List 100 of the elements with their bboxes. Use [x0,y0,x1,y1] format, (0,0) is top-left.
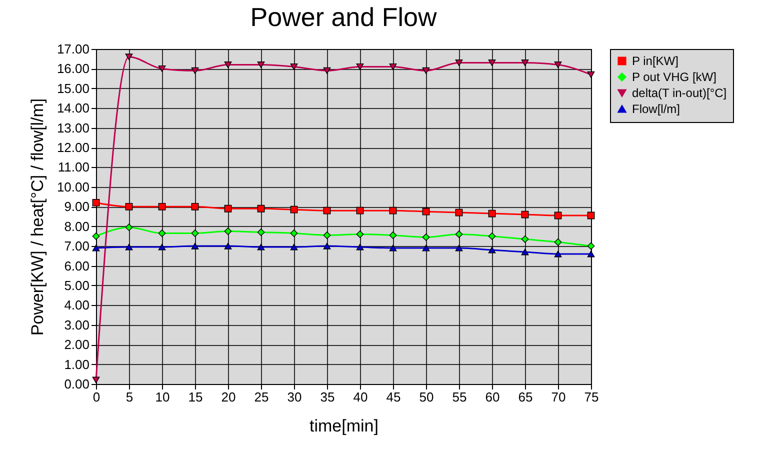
point [356,244,364,250]
x-tick-label: 25 [254,390,269,404]
point [455,244,463,252]
legend-label: P out VHG [kW] [632,70,716,84]
point [356,230,364,238]
point [488,246,496,254]
point [521,248,529,256]
y-tick-label: 9.00 [64,199,90,214]
point [488,60,496,66]
point [521,210,529,218]
point [158,230,166,237]
y-tick-label: 0.00 [64,376,90,392]
point [224,242,232,250]
point [257,204,265,212]
point [488,232,496,240]
x-tick-label: 40 [353,390,368,404]
point [158,65,166,72]
point [422,233,430,241]
point [422,244,430,252]
x-tick-label: 50 [419,390,434,404]
x-tick-label: 55 [452,390,467,404]
x-tick-label: 65 [518,390,533,404]
point [323,67,331,74]
point [257,62,265,68]
point [422,208,430,216]
point [422,67,430,74]
point [191,202,199,210]
point [521,235,529,243]
y-tick-label: 14.00 [56,100,90,116]
x-tick-label: 45 [386,390,401,404]
point [389,206,397,214]
y-tick-label: 11.00 [58,160,90,175]
y-tick-label: 8.00 [64,218,90,234]
point [587,212,595,220]
point [290,230,298,237]
point [389,63,397,70]
point [488,210,496,218]
point [191,242,199,250]
y-axis-title: Power[KW] / heat[°C] / flow[l/m] [28,98,47,336]
point [521,60,529,66]
y-tick-label: 7.00 [64,238,90,254]
point [587,242,595,250]
point [92,232,100,240]
y-tick-label: 2.00 [64,337,90,352]
y-tick-label: 17.00 [56,42,90,56]
y-tick-label: 5.00 [64,278,90,293]
point [224,204,232,212]
point [323,242,331,250]
point [290,63,298,70]
legend-label: P in[KW] [632,54,678,68]
y-tick-label: 10.00 [56,179,90,194]
x-tick-label: 70 [551,390,566,404]
point [158,244,166,250]
point [125,54,133,60]
point [455,208,463,216]
point [257,228,265,236]
point [389,232,397,239]
point [554,212,562,220]
y-tick-label: 6.00 [64,258,90,274]
point [323,232,331,239]
y-tick-label: 1.00 [64,356,90,372]
point [356,63,364,70]
point [356,206,364,214]
point [257,244,265,250]
point [125,202,133,210]
x-axis-title: time[min] [310,416,378,436]
point [191,230,199,237]
y-tick-label: 3.00 [64,317,90,332]
legend-label: delta(T in-out)[°C] [632,86,727,100]
point [158,202,166,210]
x-tick-label: 35 [320,390,335,404]
y-tick-label: 13.00 [56,120,90,136]
point [224,228,232,235]
point [455,230,463,238]
y-tick-label: 12.00 [56,140,90,156]
point [587,250,595,258]
point [323,206,331,214]
y-tick-label: 15.00 [56,80,90,96]
y-tick-label: 16.00 [56,61,90,76]
point [455,60,463,66]
point [554,250,562,258]
point [290,244,298,250]
point [554,238,562,246]
x-tick-label: 15 [188,390,203,404]
point [389,244,397,252]
y-tick-label: 4.00 [64,298,90,313]
x-tick-label: 30 [287,390,302,404]
x-tick-label: 10 [155,390,170,404]
x-tick-label: 0 [92,390,100,404]
x-tick-label: 75 [584,390,599,404]
point [125,224,133,232]
x-tick-label: 20 [221,390,236,404]
x-tick-label: 60 [485,390,500,404]
point [587,71,595,78]
point [554,62,562,68]
x-tick-label: 5 [126,390,134,404]
legend-label: Flow[l/m] [632,102,680,116]
point [191,67,199,74]
point [290,206,298,214]
chart-title: Power and Flow [250,2,437,32]
